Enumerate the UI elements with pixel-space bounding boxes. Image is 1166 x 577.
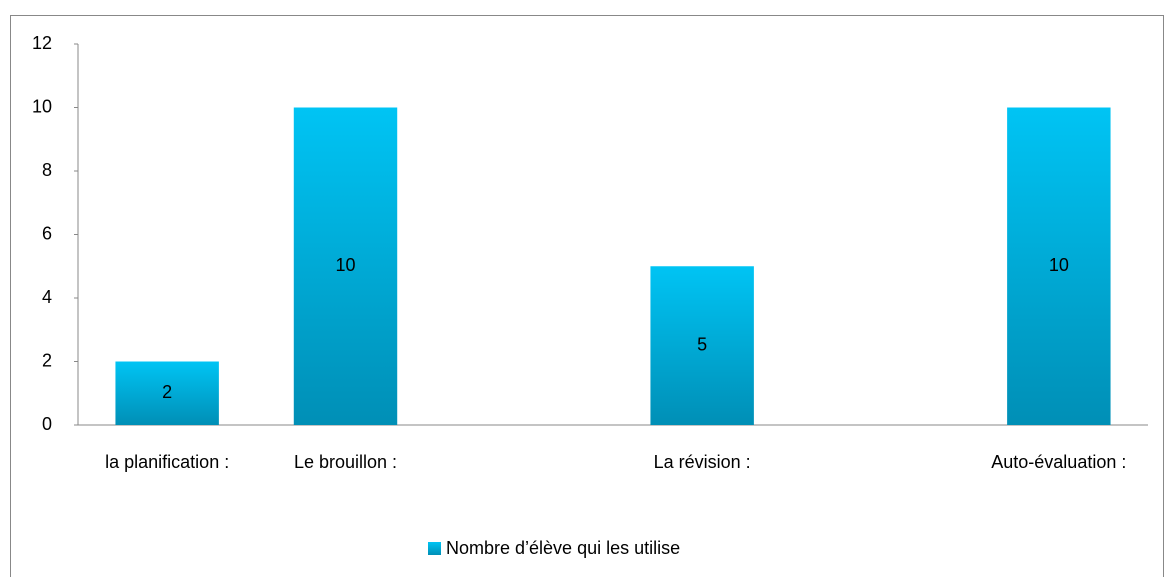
legend-label: Nombre d’élève qui les utilise — [446, 538, 680, 558]
y-tick-label: 2 — [42, 350, 52, 370]
bar — [115, 361, 219, 425]
x-tick-label: la planification : — [105, 452, 230, 472]
x-tick-label: La révision : — [653, 452, 751, 472]
y-tick-label: 8 — [42, 160, 52, 180]
y-tick-label: 12 — [32, 33, 52, 53]
x-tick-label: Auto-évaluation : — [991, 452, 1127, 472]
data-label: 10 — [1049, 255, 1069, 275]
data-label: 10 — [335, 255, 355, 275]
legend-swatch — [428, 542, 441, 555]
data-label: 5 — [697, 334, 707, 354]
bar — [1007, 107, 1111, 425]
y-tick-label: 4 — [42, 287, 52, 307]
x-tick-label: Le brouillon : — [293, 452, 398, 472]
bar — [293, 107, 398, 425]
y-tick-label: 6 — [42, 223, 52, 243]
bar — [650, 266, 754, 425]
y-tick-label: 10 — [32, 96, 52, 116]
chart-border — [10, 15, 1164, 577]
y-tick-label: 0 — [42, 414, 52, 434]
data-label: 2 — [162, 382, 172, 402]
